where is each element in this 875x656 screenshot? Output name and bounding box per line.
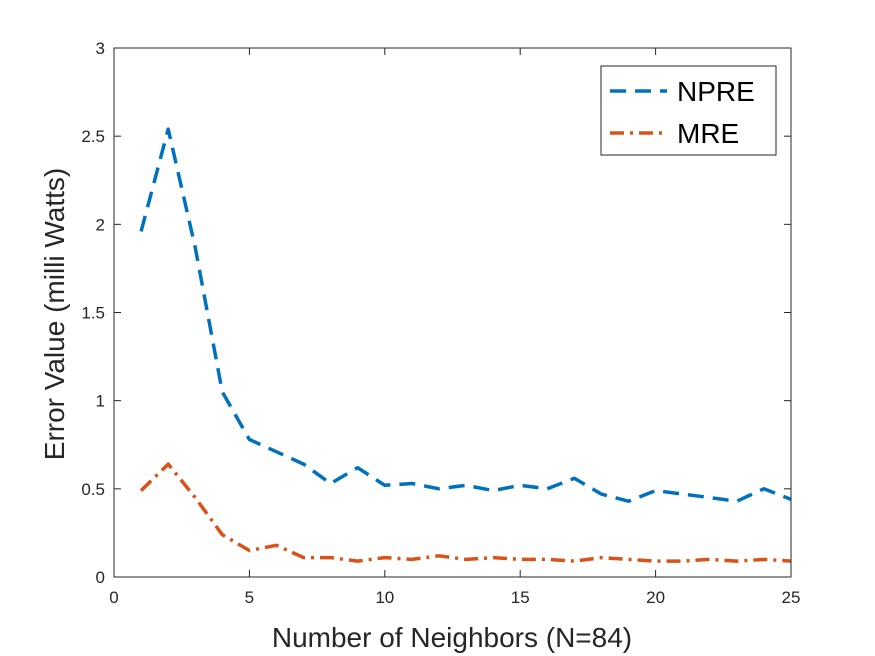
legend: NPRE MRE	[600, 65, 777, 156]
y-tick-label: 1.5	[81, 304, 105, 323]
x-tick-label: 10	[375, 588, 394, 607]
x-tick-label: 20	[646, 588, 665, 607]
y-tick-label: 1	[96, 392, 105, 411]
x-tick-label: 25	[782, 588, 801, 607]
legend-box	[600, 65, 777, 156]
x-axis-title: Number of Neighbors (N=84)	[272, 622, 632, 653]
axes-box	[113, 47, 792, 578]
y-axis-title: Error Value (milli Watts)	[39, 168, 70, 460]
legend-label-npre: NPRE	[677, 76, 755, 107]
y-tick-label: 3	[96, 39, 105, 58]
y-tick-label: 0.5	[81, 480, 105, 499]
x-tick-label: 0	[109, 588, 118, 607]
x-tick-label: 5	[245, 588, 254, 607]
series-line-mre	[139, 462, 792, 563]
y-tick-label: 2	[96, 215, 105, 234]
y-tick-label: 0	[96, 568, 105, 587]
series-line-npre	[139, 127, 792, 503]
legend-label-mre: MRE	[677, 118, 739, 149]
y-tick-label: 2.5	[81, 127, 105, 146]
x-tick-label: 15	[511, 588, 530, 607]
